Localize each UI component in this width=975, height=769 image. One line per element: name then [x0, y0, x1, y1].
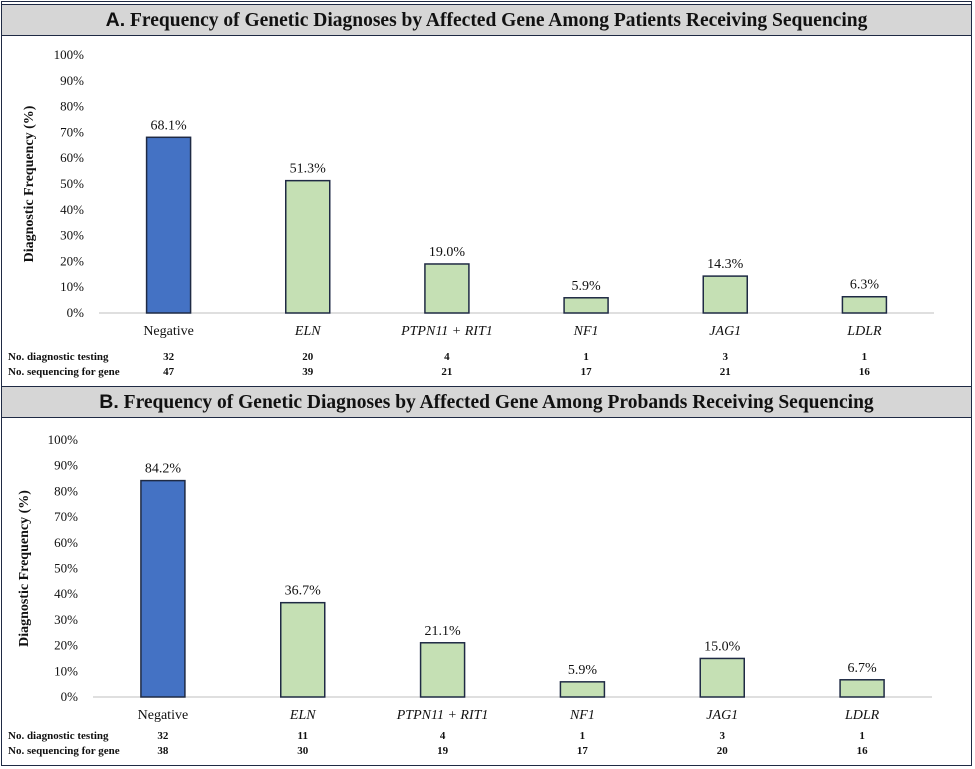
panel-b-y-tick-label: 30% — [54, 612, 78, 627]
panel-a-title: A. Frequency of Genetic Diagnoses by Aff… — [2, 4, 971, 36]
panel-b-data-label: 36.7% — [285, 584, 322, 599]
panel-b-y-tick-label: 40% — [54, 586, 78, 601]
panel-b-y-tick-label: 90% — [54, 458, 78, 473]
panel-b-bar — [419, 642, 466, 698]
panel-a-category-label: PTPN11 + RIT1 — [400, 324, 493, 339]
panel-b-sequencing-count: 20 — [717, 745, 729, 757]
panel-b-y-tick-label: 50% — [54, 561, 78, 576]
panel-b-diagnostic-testing-count: 4 — [440, 730, 446, 742]
panel-b-title: B. Frequency of Genetic Diagnoses by Aff… — [2, 386, 971, 418]
panel-a-bar — [702, 275, 748, 314]
panel-b-y-tick-label: 100% — [48, 432, 79, 447]
panel-b-data-label: 84.2% — [145, 462, 182, 477]
panel-a-y-tick-label: 20% — [60, 253, 84, 268]
panel-b-bar — [839, 679, 885, 698]
panel-b-category-label: Negative — [138, 708, 189, 723]
panel-a-diagnostic-testing-count: 1 — [583, 351, 589, 363]
panel-a-diagnostic-testing-count: 32 — [163, 351, 175, 363]
panel-b-y-tick-label: 10% — [54, 663, 78, 678]
panel-a: A. Frequency of Genetic Diagnoses by Aff… — [2, 2, 971, 386]
panel-b-diagnostic-testing-count: 1 — [859, 730, 865, 742]
panel-b-category-label: LDLR — [844, 708, 880, 723]
panel-a-category-label: ELN — [294, 324, 321, 339]
panel-b-category-label: ELN — [289, 708, 316, 723]
panel-b-data-label: 6.7% — [847, 661, 877, 676]
panel-a-y-tick-label: 50% — [60, 176, 84, 191]
panel-a-category-label: JAG1 — [709, 324, 741, 339]
panel-b-y-tick-label: 80% — [54, 483, 78, 498]
panel-a-y-tick-label: 0% — [67, 305, 85, 320]
panel-a-data-label: 5.9% — [571, 279, 601, 294]
panel-b-sequencing-count: 17 — [577, 745, 589, 757]
panel-a-sequencing-count: 16 — [859, 366, 871, 378]
panel-b-y-tick-label: 20% — [54, 638, 78, 653]
panel-a-data-label: 19.0% — [429, 245, 466, 260]
panel-a-y-tick-label: 70% — [60, 124, 84, 139]
panel-b-y-axis-label: Diagnostic Frequency (%) — [17, 490, 32, 647]
panel-a-category-label: LDLR — [846, 324, 882, 339]
panel-a-diagnostic-testing-count: 1 — [862, 351, 868, 363]
panel-b-sequencing-count: 38 — [157, 745, 169, 757]
panel-b-category-label: PTPN11 + RIT1 — [396, 708, 489, 723]
panel-a-sequencing-count: 17 — [581, 366, 593, 378]
panel-b-sequencing-count: 19 — [437, 745, 449, 757]
panel-b-bar — [280, 601, 326, 698]
panel-a-bar — [424, 263, 470, 314]
panel-b-y-tick-label: 0% — [61, 689, 79, 704]
panel-a-chart: Diagnostic Frequency (%) 0% 10% 20% 30% 40% 50… — [8, 47, 934, 378]
panel-a-y-axis-label: Diagnostic Frequency (%) — [22, 105, 37, 262]
panel-b-data-label: 21.1% — [424, 624, 461, 639]
panel-a-sequencing-count: 39 — [302, 366, 314, 378]
panel-a-bar — [841, 295, 888, 314]
panel-a-row-label-diagnostic-testing: No. diagnostic testing — [8, 351, 109, 363]
panel-b-diagnostic-testing-count: 3 — [720, 730, 726, 742]
panel-a-sequencing-count: 21 — [720, 366, 731, 378]
panel-a-sequencing-count: 21 — [441, 366, 452, 378]
panel-b-y-tick-label: 70% — [54, 509, 78, 524]
panel-a-bar — [285, 179, 331, 314]
panel-a-data-label: 51.3% — [290, 162, 327, 177]
panel-a-diagnostic-testing-count: 3 — [723, 351, 729, 363]
panel-b-diagnostic-testing-count: 1 — [580, 730, 586, 742]
panel-a-y-tick-label: 60% — [60, 150, 84, 165]
panel-a-title-text: Frequency of Genetic Diagnoses by Affect… — [130, 10, 868, 31]
panel-b-category-label: JAG1 — [706, 708, 738, 723]
panel-b-title-text: Frequency of Genetic Diagnoses by Affect… — [123, 392, 874, 413]
panel-a-y-tick-label: 10% — [60, 279, 84, 294]
panel-a-y-tick-label: 30% — [60, 228, 84, 243]
panel-b-bar — [140, 479, 186, 698]
panel-a-y-tick-label: 80% — [60, 99, 84, 114]
panel-b-data-label: 5.9% — [568, 663, 598, 678]
panel-b-sequencing-count: 16 — [857, 745, 869, 757]
panel-a-diagnostic-testing-count: 20 — [302, 351, 314, 363]
panel-a-row-label-sequencing: No. sequencing for gene — [8, 366, 120, 378]
panel-a-category-label: Negative — [143, 324, 194, 339]
panel-a-data-label: 6.3% — [850, 278, 880, 293]
panel-b-sequencing-count: 30 — [297, 745, 309, 757]
panel-a-y-tick-label: 100% — [54, 47, 85, 62]
panel-a-category-label: NF1 — [573, 324, 599, 339]
panel-b-bar — [699, 657, 745, 698]
panel-b-bar — [559, 681, 606, 698]
panel-a-sequencing-count: 47 — [163, 366, 175, 378]
panel-a-y-tick-label: 40% — [60, 202, 84, 217]
panel-b-diagnostic-testing-count: 32 — [157, 730, 169, 742]
panel-b-row-label-sequencing: No. sequencing for gene — [8, 745, 120, 757]
panel-b-chart: Diagnostic Frequency (%) 0% 10% 20% 30% 40% 50… — [8, 432, 932, 757]
panel-b-diagnostic-testing-count: 11 — [298, 730, 308, 742]
panel-b-y-tick-label: 60% — [54, 535, 78, 550]
panel-a-diagnostic-testing-count: 4 — [444, 351, 450, 363]
panel-b: B. Frequency of Genetic Diagnoses by Aff… — [2, 386, 971, 766]
panel-a-y-tick-label: 90% — [60, 73, 84, 88]
panel-b-letter: B. — [99, 391, 119, 413]
panel-b-row-label-diagnostic-testing: No. diagnostic testing — [8, 730, 109, 742]
panel-a-letter: A. — [105, 9, 126, 31]
panel-a-bar — [563, 297, 609, 314]
panel-b-category-label: NF1 — [569, 708, 595, 723]
panel-b-data-label: 15.0% — [704, 639, 741, 654]
panel-a-bar — [145, 136, 192, 314]
panel-a-data-label: 14.3% — [707, 257, 744, 272]
panel-a-data-label: 68.1% — [150, 118, 187, 133]
